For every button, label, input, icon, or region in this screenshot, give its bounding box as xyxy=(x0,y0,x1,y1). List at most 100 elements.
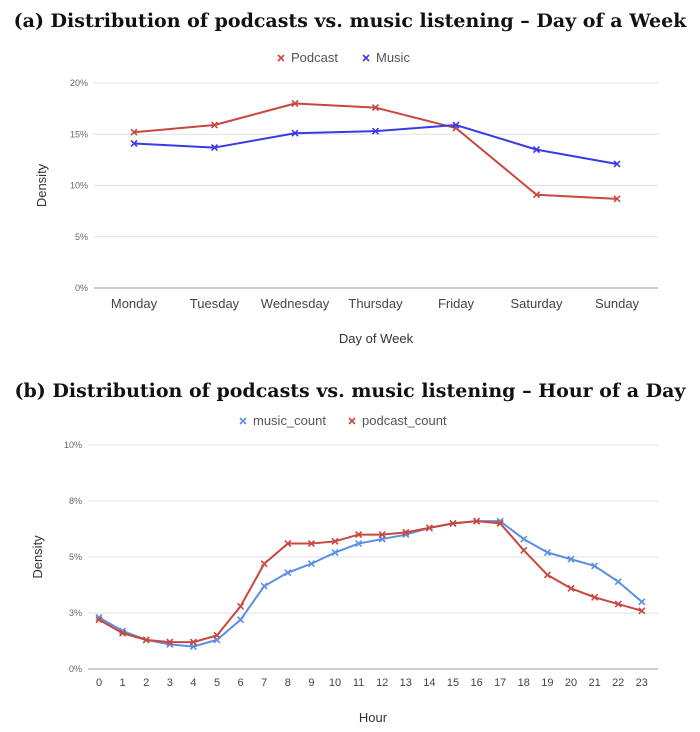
b-xtick-label: 12 xyxy=(376,677,388,689)
b-xtick-label: 2 xyxy=(143,677,149,689)
b-ytick-label: 10% xyxy=(64,440,82,450)
b-point-podcast-count xyxy=(591,593,599,601)
b-point-music-count xyxy=(331,548,339,557)
b-point-podcast-count xyxy=(496,519,504,527)
a-legend-marker xyxy=(277,54,285,62)
a-point-music xyxy=(371,127,380,135)
panel-a-title: (a) Distribution of podcasts vs. music l… xyxy=(13,10,687,32)
a-point-podcast xyxy=(613,195,621,203)
b-ytick-label: 0% xyxy=(69,664,82,674)
a-point-music xyxy=(210,144,219,152)
b-point-podcast-count xyxy=(95,616,103,624)
a-point-podcast xyxy=(532,191,541,199)
a-xtick-label: Thursday xyxy=(348,296,403,311)
panel-b-title: (b) Distribution of podcasts vs. music l… xyxy=(14,380,686,402)
b-ytick-label: 8% xyxy=(69,496,82,506)
b-point-music-count xyxy=(260,582,268,590)
a-ytick-label: 5% xyxy=(75,232,88,242)
a-ytick-label: 10% xyxy=(70,181,88,191)
a-point-music xyxy=(452,121,460,129)
a-xtick-label: Sunday xyxy=(595,296,640,311)
a-point-music xyxy=(130,139,138,148)
b-ytick-label: 3% xyxy=(69,608,82,618)
b-x-axis-title: Hour xyxy=(359,710,388,725)
hour-of-day-chart: 0%3%5%8%10%0 1 2 3 4 5 6 7 8 9 10 11 12 13 14 15 16 17 18 1… xyxy=(30,413,658,725)
b-point-podcast-count xyxy=(119,629,127,637)
b-point-podcast-count xyxy=(567,584,575,592)
b-xtick-label: 8 xyxy=(285,677,291,689)
b-point-podcast-count xyxy=(425,524,433,532)
a-point-podcast xyxy=(130,128,138,136)
b-point-podcast-count xyxy=(237,602,245,610)
b-xtick-label: 23 xyxy=(636,677,648,689)
a-xtick-label: Friday xyxy=(438,296,475,311)
b-xtick-label: 21 xyxy=(588,677,600,689)
b-xtick-label: 14 xyxy=(423,677,435,689)
b-series-line-music-count xyxy=(98,520,643,648)
b-xtick-label: 0 xyxy=(96,677,102,689)
b-point-music-count xyxy=(614,578,622,586)
b-point-music-count xyxy=(543,548,551,557)
b-xtick-label: 15 xyxy=(447,677,459,689)
b-point-podcast-count xyxy=(614,600,622,608)
b-legend-label: music_count xyxy=(253,413,326,428)
b-point-podcast-count xyxy=(166,638,174,646)
b-xtick-label: 3 xyxy=(167,677,173,689)
a-ytick-label: 20% xyxy=(70,78,88,88)
b-point-podcast-count xyxy=(331,537,339,545)
b-point-music-count xyxy=(638,598,646,606)
b-point-podcast-count xyxy=(520,546,528,554)
b-point-podcast-count xyxy=(142,636,150,644)
a-x-axis-title: Day of Week xyxy=(339,331,414,346)
b-xtick-label: 7 xyxy=(261,677,267,689)
day-of-week-chart: 0% 5% 10% 15% 20% Monday Tuesday Wednesday Thurs… xyxy=(34,50,658,346)
b-xtick-label: 6 xyxy=(238,677,244,689)
a-point-podcast xyxy=(210,121,219,129)
a-ytick-label: 15% xyxy=(70,129,88,139)
a-xtick-label: Saturday xyxy=(510,296,563,311)
b-point-music-count xyxy=(307,560,315,568)
b-ytick-label: 5% xyxy=(69,552,82,562)
b-xtick-label: 9 xyxy=(308,677,314,689)
b-point-podcast-count xyxy=(638,607,646,615)
b-point-podcast-count xyxy=(378,531,386,539)
b-xtick-label: 13 xyxy=(400,677,412,689)
b-point-music-count xyxy=(520,535,528,543)
b-point-podcast-count xyxy=(473,517,481,525)
b-point-podcast-count xyxy=(543,571,551,579)
b-point-podcast-count xyxy=(307,539,315,548)
a-legend-label: Music xyxy=(376,50,410,65)
b-xtick-label: 19 xyxy=(541,677,553,689)
b-xtick-label: 10 xyxy=(329,677,341,689)
a-xtick-label: Wednesday xyxy=(261,296,330,311)
b-xtick-label: 1 xyxy=(120,677,126,689)
b-point-music-count xyxy=(284,569,292,577)
b-point-podcast-count xyxy=(355,531,363,539)
b-legend-label: podcast_count xyxy=(362,413,447,428)
b-legend-marker xyxy=(348,417,356,425)
a-xtick-label: Tuesday xyxy=(190,296,240,311)
b-xtick-label: 17 xyxy=(494,677,506,689)
a-point-podcast xyxy=(371,104,380,112)
b-point-music-count xyxy=(237,616,245,624)
b-point-music-count xyxy=(355,539,363,548)
b-xtick-label: 5 xyxy=(214,677,220,689)
b-point-music-count xyxy=(567,555,575,563)
a-point-podcast xyxy=(291,99,299,108)
b-xtick-label: 22 xyxy=(612,677,624,689)
b-point-music-count xyxy=(591,562,599,570)
b-point-podcast-count xyxy=(213,631,221,639)
a-legend-label: Podcast xyxy=(291,50,338,65)
b-point-podcast-count xyxy=(284,539,292,548)
a-xtick-label: Monday xyxy=(111,296,158,311)
b-legend-marker xyxy=(239,417,247,425)
b-xtick-label: 16 xyxy=(470,677,482,689)
a-y-axis-title: Density xyxy=(34,163,49,207)
a-point-music xyxy=(613,160,621,168)
b-point-podcast-count xyxy=(449,519,457,527)
b-xtick-label: 18 xyxy=(518,677,530,689)
b-xtick-label: 11 xyxy=(353,677,364,689)
a-ytick-label: 0% xyxy=(75,283,88,293)
b-xtick-label: 20 xyxy=(565,677,577,689)
b-point-podcast-count xyxy=(260,560,268,568)
